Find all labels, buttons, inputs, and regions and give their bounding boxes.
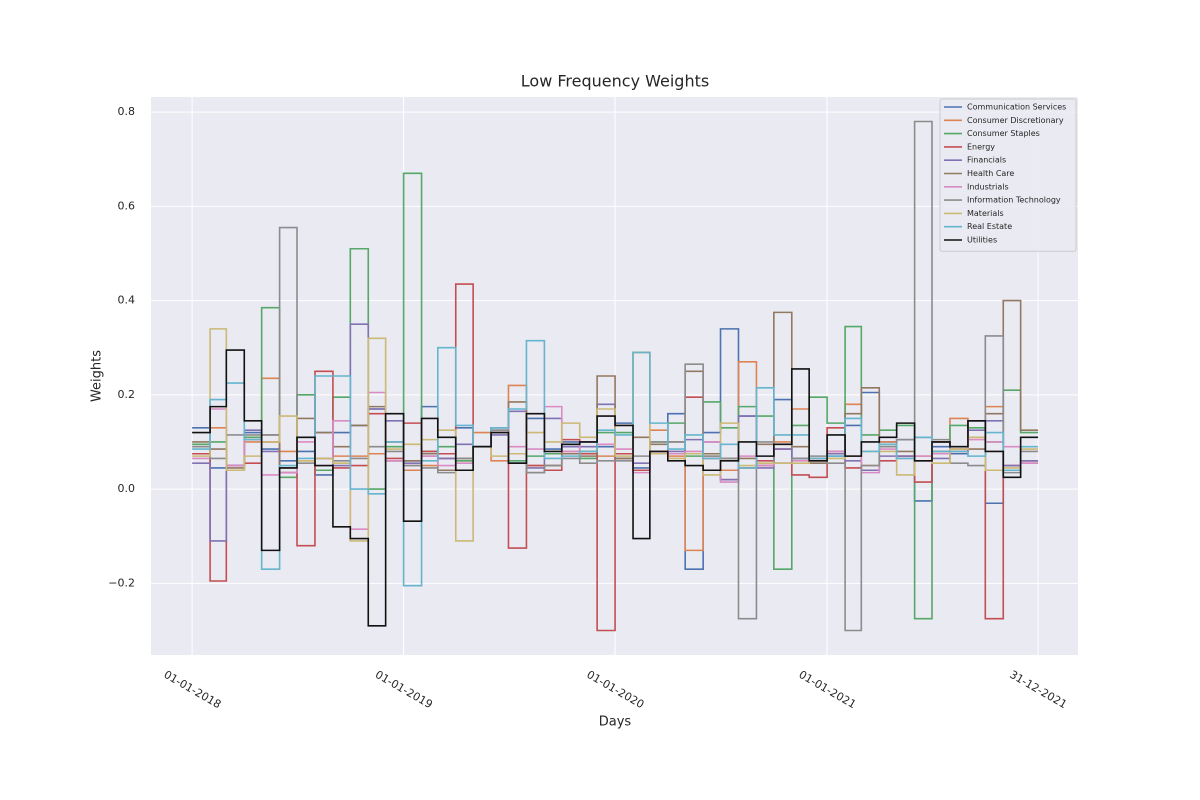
legend-label: Energy: [967, 142, 995, 151]
legend-label: Consumer Staples: [967, 129, 1040, 138]
legend-label: Communication Services: [967, 103, 1066, 112]
y-tick-label: 0.8: [118, 105, 136, 118]
legend-label: Industrials: [967, 182, 1009, 191]
y-tick-label: −0.2: [108, 576, 135, 589]
x-tick-label: 01-01-2018: [161, 668, 223, 711]
legend-box: [939, 98, 1077, 252]
legend-label: Financials: [967, 156, 1006, 165]
series-lines: [192, 120, 1039, 632]
x-tick-label: 01-01-2020: [584, 668, 646, 711]
legend-label: Information Technology: [967, 196, 1061, 205]
y-tick-label: 0.6: [118, 199, 136, 212]
x-tick-label: 01-01-2019: [373, 668, 435, 711]
series-line: [192, 339, 1039, 587]
legend-label: Utilities: [967, 236, 997, 245]
y-tick-label: 0.4: [118, 294, 136, 307]
series-line: [192, 349, 1039, 627]
y-tick-label: 0.2: [118, 388, 136, 401]
legend-label: Real Estate: [967, 222, 1012, 231]
x-axis-label: Days: [599, 715, 632, 730]
y-tick-label: 0.0: [118, 482, 136, 495]
y-axis-label: Weights: [90, 350, 105, 402]
x-tick-label: 01-01-2021: [796, 668, 858, 711]
chart-title: Low Frequency Weights: [521, 72, 709, 91]
legend-label: Consumer Discretionary: [967, 116, 1064, 125]
legend: Communication Services Consumer Discretio…: [939, 98, 1077, 252]
x-tick-label: 31-12-2021: [1007, 668, 1069, 711]
legend-label: Health Care: [967, 169, 1014, 178]
series-line: [192, 328, 1039, 542]
legend-label: Materials: [967, 209, 1004, 218]
